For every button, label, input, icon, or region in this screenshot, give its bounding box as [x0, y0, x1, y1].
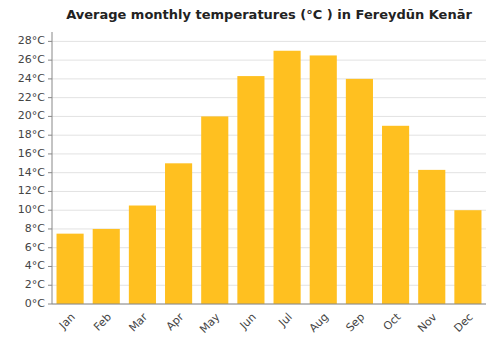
y-tick-label: 6°C: [25, 241, 45, 254]
y-tick: [48, 41, 52, 42]
y-axis: 0°C 2°C 4°C 6°C 8°C 10°C 12°C 14°C 16°C 18°C 20°C 2…: [18, 34, 52, 310]
y-axis-line: [52, 32, 53, 304]
grid-line: [52, 78, 486, 79]
y-tick-label: 0°C: [25, 297, 45, 310]
x-axis-line: [52, 304, 486, 305]
y-tick: [48, 116, 52, 117]
bar: [346, 79, 373, 304]
x-tick-label: Jul: [276, 311, 295, 330]
grid-line: [52, 60, 486, 61]
bar: [237, 76, 264, 304]
x-axis: Jan Feb Mar Apr May Jun Jul Aug Sep Oct Nov Dec: [56, 310, 476, 336]
chart-title: Average monthly temperatures (°C ) in Fe…: [66, 7, 472, 22]
grid-line: [52, 135, 486, 136]
grid-line: [52, 116, 486, 117]
grid: [52, 41, 486, 304]
x-tick-label: Mar: [126, 310, 150, 334]
y-tick: [48, 172, 52, 173]
y-tick-label: 22°C: [18, 91, 45, 104]
y-tick-label: 14°C: [18, 166, 45, 179]
y-tick: [48, 285, 52, 286]
y-tick: [48, 135, 52, 136]
x-tick-label: Oct: [381, 310, 404, 333]
y-tick-label: 26°C: [18, 53, 45, 66]
bar: [382, 126, 409, 304]
x-tick-label: May: [197, 310, 223, 336]
bar: [310, 55, 337, 304]
bar: [418, 170, 445, 304]
bars: [57, 51, 482, 304]
bar: [93, 229, 120, 304]
y-tick: [48, 266, 52, 267]
grid-line: [52, 153, 486, 154]
bar: [129, 206, 156, 304]
y-tick-label: 24°C: [18, 72, 45, 85]
x-tick-label: Jan: [56, 311, 78, 333]
chart-svg: 0°C 2°C 4°C 6°C 8°C 10°C 12°C 14°C 16°C 18°C 20°C 2…: [0, 0, 500, 350]
y-tick: [48, 304, 52, 305]
y-tick: [48, 228, 52, 229]
y-tick: [48, 97, 52, 98]
grid-line: [52, 97, 486, 98]
x-tick-label: Apr: [164, 310, 187, 333]
grid-line: [52, 41, 486, 42]
y-tick: [48, 153, 52, 154]
y-tick-label: 8°C: [25, 222, 45, 235]
y-tick-label: 16°C: [18, 147, 45, 160]
x-tick-label: Aug: [307, 311, 331, 335]
y-tick-label: 4°C: [25, 259, 45, 272]
y-tick-label: 18°C: [18, 128, 45, 141]
x-tick-label: Jun: [237, 311, 259, 333]
bar: [201, 116, 228, 304]
y-tick: [48, 247, 52, 248]
bar: [57, 234, 84, 304]
bar: [454, 210, 481, 304]
y-tick-label: 2°C: [25, 278, 45, 291]
x-tick-label: Dec: [451, 311, 475, 335]
bar: [165, 163, 192, 304]
y-tick-label: 20°C: [18, 109, 45, 122]
x-tick-label: Nov: [415, 310, 440, 335]
y-tick: [48, 78, 52, 79]
x-tick-label: Sep: [343, 311, 367, 335]
y-tick: [48, 191, 52, 192]
y-tick: [48, 60, 52, 61]
y-tick-label: 12°C: [18, 184, 45, 197]
grid-line: [52, 304, 486, 305]
chart-container: 0°C 2°C 4°C 6°C 8°C 10°C 12°C 14°C 16°C 18°C 20°C 2…: [0, 0, 500, 350]
y-tick-label: 28°C: [18, 34, 45, 47]
y-tick: [48, 210, 52, 211]
x-tick-label: Feb: [91, 311, 114, 334]
bar: [274, 51, 301, 304]
y-tick-label: 10°C: [18, 203, 45, 216]
